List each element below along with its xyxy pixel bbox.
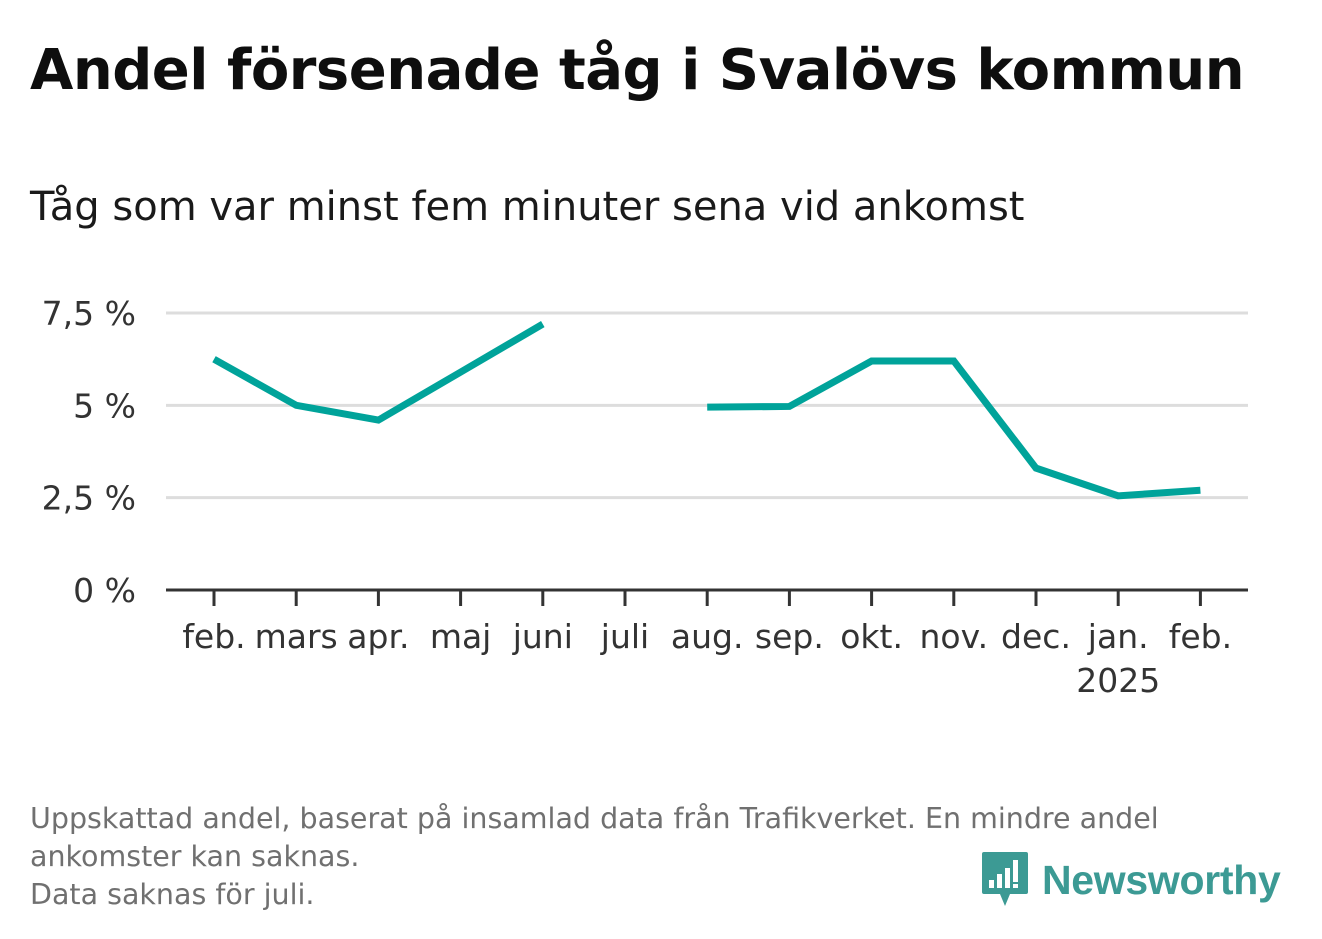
y-tick-label: 5 % [73,386,136,425]
x-tick-label: sep. [755,617,824,656]
chart-subtitle: Tåg som var minst fem minuter sena vid a… [30,184,1025,230]
y-tick-label: 2,5 % [42,479,136,518]
series-lines [212,321,1201,500]
x-tick-label: juli [600,617,649,656]
x-tick-label: okt. [840,617,903,656]
series-line-segment [707,357,1201,500]
x-tick-label: jan. [1087,617,1149,656]
footnote-line-3: Data saknas för juli. [30,878,315,911]
y-axis-tick-labels: 0 % 2,5 % 5 % 7,5 % [42,294,136,610]
chart-title: Andel försenade tåg i Svalövs kommun [30,38,1245,103]
footnote-line-1: Uppskattad andel, baserat på insamlad da… [30,802,1159,835]
x-axis [166,588,1248,606]
series-line-segment [212,321,545,424]
footnote: Uppskattad andel, baserat på insamlad da… [30,800,1280,914]
x-year-label: 2025 [1076,661,1160,700]
y-tick-label: 0 % [73,571,136,610]
x-tick-label: maj [430,617,492,656]
x-tick-label: mars [255,617,338,656]
y-tick-label: 7,5 % [42,294,136,333]
x-tick-label: feb. [1169,617,1232,656]
x-tick-label: dec. [1001,617,1071,656]
footnote-line-2: ankomster kan saknas. [30,840,360,873]
x-axis-tick-labels: feb. mars apr. maj juni juli aug. sep. okt. nov. d… [182,617,1232,700]
brand-logo: Newsworthy [980,850,1281,910]
x-tick-label: nov. [920,617,989,656]
x-tick-label: juni [512,617,573,656]
brand-name: Newsworthy [1042,856,1281,903]
newsworthy-logo-icon [982,852,1028,906]
x-tick-label: aug. [671,617,744,656]
x-tick-label: feb. [182,617,245,656]
x-tick-label: apr. [347,617,409,656]
gridlines [166,311,1248,500]
